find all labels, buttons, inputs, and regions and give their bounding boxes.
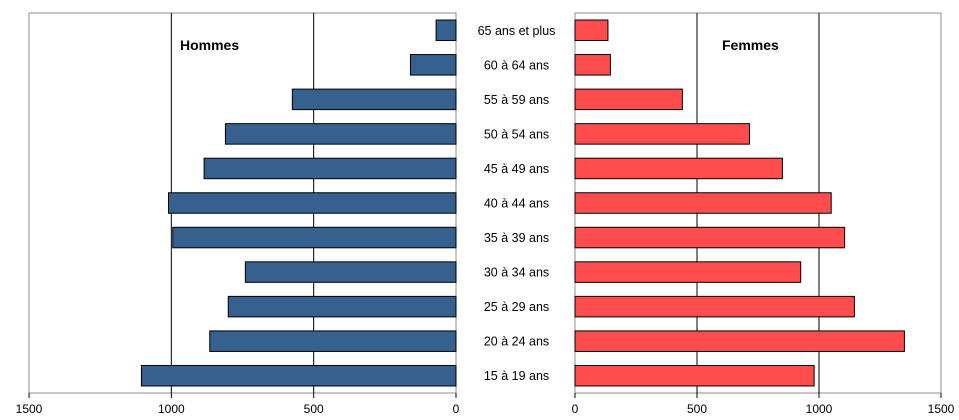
- hommes-tick-label: 500: [304, 402, 324, 416]
- femmes-bar: [574, 330, 905, 352]
- age-group-label: 25 à 29 ans: [484, 300, 549, 314]
- femmes-bar: [574, 123, 750, 145]
- age-group-label: 45 à 49 ans: [484, 162, 549, 176]
- age-group-label: 30 à 34 ans: [484, 266, 549, 280]
- femmes-tick-label: 1000: [806, 402, 833, 416]
- hommes-bar: [244, 261, 457, 283]
- age-group-label: 50 à 54 ans: [484, 127, 549, 141]
- hommes-bar: [203, 157, 457, 180]
- femmes-title: Femmes: [722, 37, 779, 53]
- femmes-bar: [574, 295, 855, 318]
- femmes-bar: [574, 192, 832, 214]
- femmes-bar: [574, 364, 815, 387]
- hommes-bar: [167, 192, 457, 214]
- femmes-panel: 0 500 1000 1500: [572, 12, 955, 416]
- femmes-bar: [574, 88, 683, 111]
- hommes-bar: [224, 123, 457, 145]
- hommes-title: Hommes: [180, 37, 239, 53]
- hommes-tick-label: 0: [453, 402, 460, 416]
- age-group-label: 20 à 24 ans: [484, 335, 549, 349]
- hommes-bar: [291, 88, 457, 111]
- age-group-label: 15 à 19 ans: [484, 369, 549, 383]
- age-group-label: 55 à 59 ans: [484, 93, 549, 107]
- hommes-tick-label: 1000: [158, 402, 185, 416]
- femmes-bar: [574, 54, 611, 76]
- femmes-tick-label: 0: [572, 402, 579, 416]
- age-group-label: 65 ans et plus: [478, 24, 556, 38]
- age-group-labels: 65 ans et plus 60 à 64 ans 55 à 59 ans 50 à…: [478, 24, 556, 383]
- femmes-bar: [574, 226, 846, 249]
- age-group-label: 35 à 39 ans: [484, 231, 549, 245]
- hommes-bar: [140, 364, 457, 387]
- femmes-bar: [574, 19, 609, 42]
- femmes-tick-label: 500: [687, 402, 707, 416]
- age-group-label: 40 à 44 ans: [484, 197, 549, 211]
- femmes-bar: [574, 157, 783, 180]
- age-group-label: 60 à 64 ans: [484, 58, 549, 72]
- femmes-bar: [574, 261, 802, 283]
- hommes-bar: [209, 330, 457, 352]
- hommes-bar: [409, 54, 457, 76]
- hommes-panel: 1500 1000 500 0: [16, 12, 460, 416]
- hommes-bar: [172, 226, 457, 249]
- hommes-tick-label: 1500: [16, 402, 43, 416]
- hommes-bar: [227, 295, 457, 318]
- hommes-bar: [435, 19, 457, 42]
- femmes-tick-label: 1500: [928, 402, 955, 416]
